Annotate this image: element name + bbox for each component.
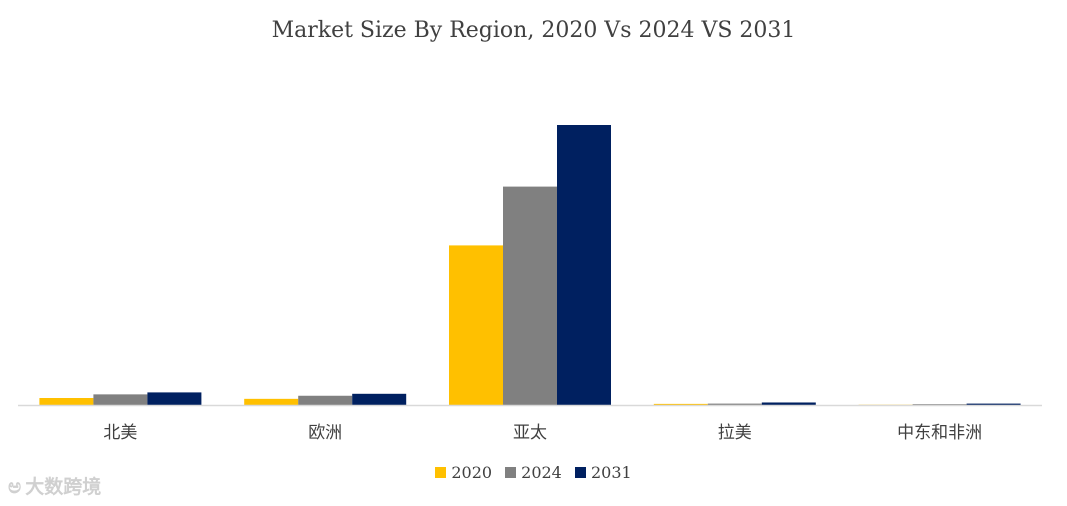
legend-item-2020: 2020 — [435, 463, 492, 482]
chart-title: Market Size By Region, 2020 Vs 2024 VS 2… — [271, 18, 796, 43]
bar-2031-1 — [352, 393, 407, 405]
bar-2031-0 — [147, 392, 202, 405]
bar-2020-1 — [244, 398, 299, 405]
bar-2024-4 — [912, 404, 967, 405]
bar-2020-3 — [653, 403, 708, 405]
bar-2024-3 — [707, 403, 762, 405]
legend-swatch-2024 — [505, 467, 517, 478]
x-tick-label: 欧洲 — [308, 423, 342, 443]
legend-label-2020: 2020 — [451, 463, 493, 482]
bar-2020-2 — [449, 245, 503, 405]
x-tick-label: 拉美 — [718, 423, 752, 443]
x-tick-label: 中东和非洲 — [897, 423, 982, 443]
x-tick-label: 北美 — [103, 423, 137, 443]
legend-swatch-2020 — [435, 467, 447, 478]
watermark: ಅ 大数跨境 — [8, 472, 101, 499]
legend-label-2024: 2024 — [521, 463, 562, 482]
bubble-logo-icon: ಅ — [8, 473, 22, 498]
bar-2024-1 — [298, 395, 353, 405]
bar-2024-2 — [503, 186, 557, 405]
watermark-text: 大数跨境 — [25, 476, 102, 498]
bar-2031-4 — [966, 403, 1021, 405]
legend-item-2024: 2024 — [505, 463, 562, 482]
x-tick-label: 亚太 — [513, 423, 547, 443]
bar-2031-3 — [761, 402, 816, 405]
legend-label-2031: 2031 — [590, 463, 632, 482]
bar-2024-0 — [93, 394, 148, 405]
legend-item-2031: 2031 — [574, 463, 632, 482]
legend-swatch-2031 — [574, 467, 586, 478]
bar-2031-2 — [557, 125, 611, 405]
bar-2020-0 — [39, 398, 94, 405]
legend: 2020 2024 2031 — [0, 463, 1067, 482]
